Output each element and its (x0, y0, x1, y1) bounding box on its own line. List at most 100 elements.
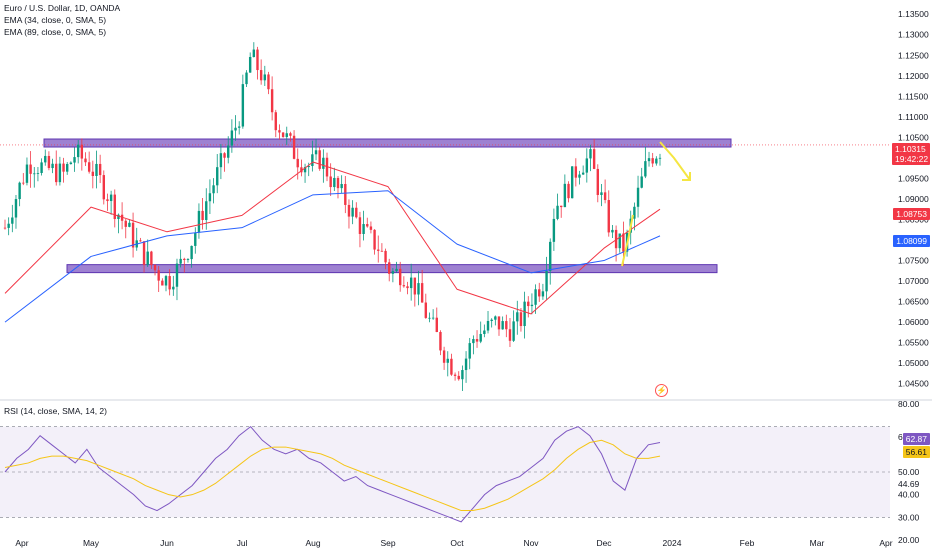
ema34-label[interactable]: EMA (34, close, 0, SMA, 5) (4, 15, 107, 25)
candle-body (241, 84, 245, 127)
symbol-title[interactable]: Euro / U.S. Dollar, 1D, OANDA (4, 3, 121, 13)
candle-body (205, 201, 208, 220)
rsi-tick-label: 44.69 (898, 479, 920, 489)
candle-body (263, 74, 267, 81)
candle-body (402, 285, 406, 287)
candle-body (139, 240, 142, 242)
candle-body (102, 175, 105, 200)
ema89-line (4, 190, 661, 323)
candle-body (442, 350, 446, 363)
time-tick-label: 2024 (663, 538, 682, 548)
candle-body (172, 286, 175, 290)
rsi-ma-line (4, 439, 661, 512)
candle-body (333, 177, 336, 188)
up-arrow (621, 214, 634, 267)
price-tick-label: 1.13500 (898, 9, 929, 19)
candle-body (578, 174, 581, 178)
time-tick-label: Apr (15, 538, 28, 548)
candle-body (150, 251, 153, 266)
rsi-tick-label: 80.00 (898, 399, 920, 409)
candle-body (87, 162, 91, 172)
candle-body (395, 268, 398, 272)
candle-body (7, 223, 10, 228)
time-tick-label: Apr (879, 538, 892, 548)
ema89-price-tag: 1.08099 (893, 235, 930, 247)
candle-body (307, 166, 310, 168)
candle-body (292, 135, 296, 159)
candle-body (69, 162, 73, 165)
time-tick-label: Aug (305, 538, 320, 548)
candle-body (516, 312, 519, 322)
candle-body (131, 222, 135, 248)
candle-body (175, 263, 179, 287)
candle-body (658, 157, 662, 159)
candle-body (600, 192, 603, 195)
candle-body (552, 218, 556, 242)
time-axis[interactable]: Apr May Jun Jul Aug Sep Oct Nov Dec 2024 Feb Mar Apr (15, 538, 892, 548)
last-price-tag: 1.10315 19:42:22 (892, 143, 930, 165)
flash-icon[interactable]: ⚡ (655, 384, 668, 397)
candle-body (270, 89, 274, 113)
time-tick-label: Sep (380, 538, 395, 548)
candle-body (296, 158, 299, 168)
candle-body (464, 358, 468, 371)
candle-body (523, 301, 526, 327)
candle-body (190, 245, 193, 260)
price-tick-label: 1.11500 (898, 91, 928, 101)
candle-body (51, 163, 54, 169)
candle-body (14, 199, 18, 218)
candle-body (168, 276, 171, 290)
candle-body (490, 319, 493, 321)
candle-body (58, 163, 62, 183)
candle-body (234, 127, 237, 131)
candle-body (581, 172, 585, 175)
candle-body (161, 280, 164, 286)
candle-body (183, 258, 186, 260)
price-tick-label: 1.06500 (898, 297, 929, 307)
candle-body (340, 183, 343, 189)
rsi-legend[interactable]: RSI (14, close, SMA, 14, 2) (4, 406, 107, 416)
candle-body (468, 343, 471, 359)
candle-body (98, 163, 102, 176)
candle-body (527, 301, 530, 307)
candle-body (475, 339, 479, 342)
candle-body (431, 317, 435, 319)
candle-body (585, 158, 589, 173)
candle-body (362, 224, 365, 234)
candle-body (201, 210, 204, 220)
candle-body (227, 145, 230, 158)
candle-body (461, 370, 464, 380)
candle-body (212, 185, 215, 194)
candle-body (303, 167, 307, 173)
candle-body (413, 277, 417, 295)
candle-body (450, 358, 453, 375)
time-tick-label: May (83, 538, 100, 548)
candle-body (545, 270, 548, 292)
candle-body (300, 167, 303, 173)
price-tick-label: 1.06000 (898, 317, 929, 327)
candle-body (373, 229, 376, 250)
candle-body (3, 227, 7, 229)
candle-body (109, 194, 113, 202)
candle-body (611, 229, 614, 233)
candle-body (501, 321, 504, 330)
price-tick-label: 1.13000 (898, 30, 929, 40)
candle-body (18, 182, 21, 200)
candle-body (519, 312, 523, 327)
ema89-label[interactable]: EMA (89, close, 0, SMA, 5) (4, 27, 107, 37)
candle-body (614, 229, 618, 249)
candle-body (208, 193, 212, 202)
ema34-price-tag: 1.08753 (893, 208, 930, 220)
time-tick-label: Jul (237, 538, 248, 548)
candle-body (647, 158, 651, 162)
candle-body (563, 183, 567, 208)
candle-body (439, 331, 442, 351)
candle-body (11, 217, 14, 224)
candle-body (278, 130, 281, 133)
candle-body (73, 157, 76, 163)
price-axis[interactable]: 1.13500 1.13000 1.12500 1.12000 1.11500 1.110… (898, 9, 929, 388)
candle-body (142, 241, 146, 265)
candle-body (541, 291, 545, 297)
last-price: 1.10315 (895, 144, 926, 154)
